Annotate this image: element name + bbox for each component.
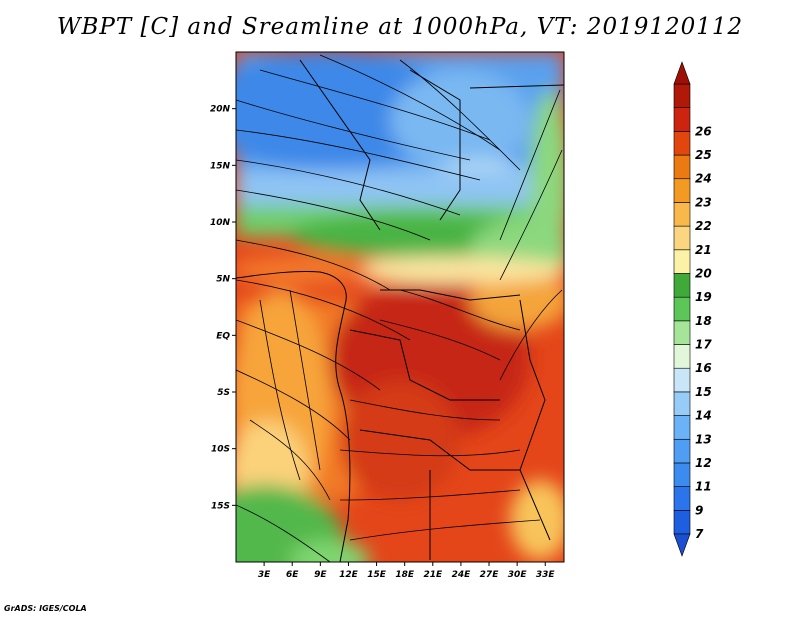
coastline [236,271,351,562]
colorbar-segment [673,178,691,203]
colorbar-upper-arrow [673,61,691,85]
border-line [299,59,381,231]
lon-tick-label: 27E [480,570,500,580]
colorbar-segment [673,225,691,251]
colorbar-segment [673,296,691,322]
map-frame [235,51,565,563]
colorbar-label: 26 [695,124,712,138]
wbpt-shaded-field [236,52,564,562]
colorbar-segment [673,131,691,156]
lon-tick-label: 9E [314,570,327,580]
streamline [499,89,561,241]
colorbar-segment [673,438,691,464]
country-borders [236,59,564,562]
lon-tick-label: 30E [508,570,528,580]
colorbar-segment [673,486,691,511]
colorbar-label: 7 [695,527,704,541]
grads-credit: GrADS: IGES/COLA [4,604,87,613]
colorbar-label: 13 [695,432,712,446]
streamline [249,419,331,501]
streamline [349,399,501,421]
colorbar-label: 17 [695,338,712,352]
colorbar-label: 22 [695,219,712,233]
streamline [499,149,563,281]
lat-tick-label: 10N [210,218,231,228]
colorbar-lower-arrow [673,533,691,557]
colorbar-segment [673,391,691,416]
colorbar-label: 19 [695,290,712,304]
colorbar-segment [673,154,691,180]
lat-tick-label: 15S [211,501,230,511]
streamline [236,189,431,241]
colorbar-segment [673,249,691,274]
colorbar-label: 24 [695,172,712,186]
streamline [349,519,541,541]
colorbar-label: 18 [695,314,712,328]
colorbar-label: 25 [695,148,712,162]
streamline [236,159,461,216]
border-line [380,289,521,301]
streamline [236,239,391,291]
colorbar-label: 16 [695,361,712,375]
colorbar-segment [673,202,691,227]
colorbar-segment [673,415,691,440]
lon-tick-label: 21E [423,570,443,580]
lat-tick-label: 5N [216,275,230,285]
colorbar-segment [673,344,691,369]
colorbar-label: 20 [695,266,712,280]
streamline [259,299,301,481]
colorbar-segment [673,320,691,345]
lon-tick-label: 33E [536,570,556,580]
colorbar-label: 11 [695,480,712,494]
colorbar-segment [673,367,691,393]
map-title: WBPT [C] and Sreamline at 1000hPa, VT: 2… [56,14,744,40]
lat-tick-label: 20N [210,105,231,115]
streamline [236,319,381,391]
colorbar-segment [673,273,691,298]
lon-tick-label: 3E [258,570,271,580]
streamline [236,504,331,562]
lon-tick-label: 18E [395,570,415,580]
colorbar-label: 15 [695,385,712,399]
streamline [289,289,321,471]
lat-tick-label: 5S [217,388,230,398]
streamline [236,99,471,161]
colorbar-label: 9 [695,503,703,517]
streamline [379,319,501,361]
streamline [236,369,351,441]
colorbar-segment [673,462,691,487]
colorbar: 7 9 11 12 13 14 15 16 17 18 19 20 21 22 23 24 25 26 [673,61,712,557]
colorbar-label: 12 [695,456,712,470]
lon-tick-label: 6E [286,570,299,580]
streamline [499,289,563,381]
streamline [236,129,481,181]
border-line [469,84,564,89]
lat-tick-label: 10S [211,445,230,455]
lon-tick-label: 12E [339,570,359,580]
latitude-axis: 20N 15N 10N 5N EQ 5S 10S 15S [210,105,236,511]
streamline [236,279,411,341]
border-line [349,329,500,401]
colorbar-segment [673,83,691,108]
border-line [519,299,551,541]
streamline [399,289,521,331]
lat-tick-label: EQ [216,331,230,341]
lat-tick-label: 15N [210,161,231,171]
colorbar-label: 23 [695,195,712,209]
border-line [359,429,520,471]
border-line [409,69,461,221]
colorbar-segment [673,510,691,535]
streamline [339,449,521,457]
lon-tick-label: 15E [367,570,387,580]
colorbar-label: 14 [695,409,712,423]
lon-tick-label: 24E [452,570,472,580]
colorbar-label: 21 [695,243,712,257]
longitude-axis: 3E 6E 9E 12E 15E 18E 21E 24E 27E 30E 33E [258,562,556,580]
colorbar-segment [673,107,691,132]
streamlines [236,54,563,562]
streamline [319,54,501,151]
